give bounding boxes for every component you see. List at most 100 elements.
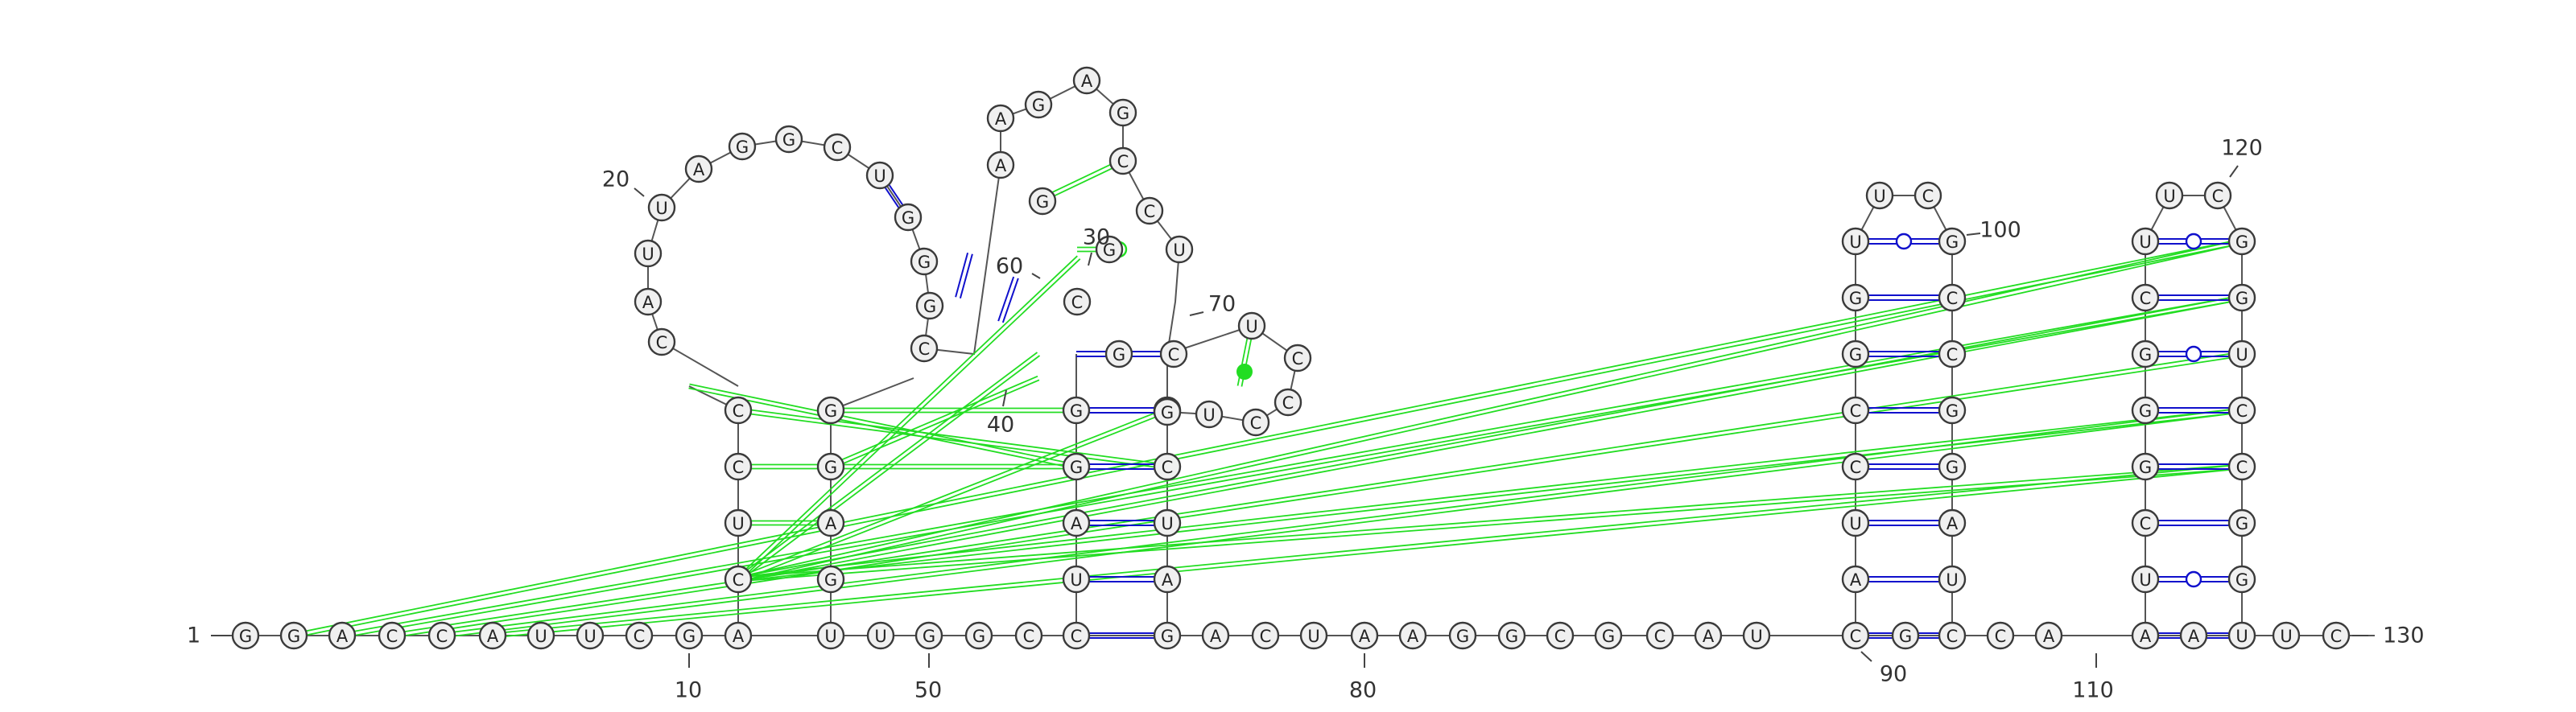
nucleotide-stem-24-letter: C: [1946, 289, 1959, 308]
nucleotide-main-0: G: [233, 623, 258, 648]
nucleotide-stem-34-letter: G: [2139, 458, 2152, 477]
nucleotide-main-1: G: [281, 623, 307, 648]
nucleotide-loop-27: C: [1285, 345, 1311, 371]
nucleotide-loop-17: C: [1137, 198, 1162, 224]
nucleotide-stem-22: A: [1843, 566, 1868, 592]
position-label-90: 90: [1880, 662, 1907, 687]
nucleotide-loop-25-letter: C: [1168, 345, 1180, 364]
nucleotide-main-0-letter: G: [239, 627, 252, 646]
nucleotide-stem-21-letter: U: [1849, 514, 1861, 533]
nucleotide-main-16-letter: C: [1071, 627, 1083, 646]
position-label-20: 20: [602, 167, 630, 192]
nucleotide-main-2: A: [329, 623, 355, 648]
tick-30: [1088, 253, 1092, 265]
nucleotide-loop-3-letter: U: [655, 199, 667, 218]
nucleotide-main-9: G: [676, 623, 702, 648]
nucleotide-loop-12-letter: C: [919, 340, 931, 359]
nucleotide-stem-2: U: [725, 510, 751, 536]
nucleotide-stem-47: C: [2205, 183, 2231, 208]
nucleotide-stem-43: G: [2229, 566, 2255, 592]
nucleotide-main-29: U: [1744, 623, 1769, 648]
nucleotide-loop-21-letter: G: [1036, 192, 1049, 212]
nucleotide-stem-13-letter: C: [1162, 458, 1174, 477]
nucleotide-loop-10: G: [911, 249, 937, 274]
nucleotide-loop-7: C: [824, 134, 850, 160]
nucleotide-loop-28: C: [1275, 389, 1301, 415]
nucleotide-stem-14-letter: U: [1161, 514, 1173, 533]
nucleotide-loop-10-letter: G: [918, 253, 931, 272]
nucleotide-main-12-letter: U: [874, 627, 886, 646]
nucleotide-stem-0-letter: C: [733, 401, 745, 421]
tertiary-line-8-b: [493, 465, 2242, 634]
nucleotide-stem-6-letter: A: [825, 514, 837, 533]
nucleotide-stem-5: G: [818, 454, 844, 479]
nucleotide-stem-44: U: [1867, 183, 1893, 208]
nucleotide-main-5-letter: A: [487, 627, 499, 646]
nucleotide-loop-2: U: [635, 241, 661, 266]
nucleotide-stem-35-letter: C: [2140, 514, 2152, 533]
nucleotide-stem-15-letter: A: [1162, 570, 1174, 590]
wobble-pair-2: [2186, 347, 2201, 361]
nucleotide-main-27-letter: C: [1654, 627, 1666, 646]
nucleotide-loop-26-letter: U: [1245, 317, 1257, 336]
nucleotide-loop-19-letter: A: [995, 109, 1007, 129]
nucleotide-stem-8-letter: G: [1070, 401, 1083, 421]
nucleotide-main-33-letter: C: [1995, 627, 2007, 646]
nucleotide-main-30: C: [1843, 623, 1868, 648]
position-label-130: 130: [2383, 624, 2425, 648]
nucleotide-main-5: A: [480, 623, 506, 648]
nucleotide-main-3-letter: C: [386, 627, 398, 646]
tertiary-marker-filled: [1236, 364, 1253, 380]
nucleotide-main-37-letter: U: [2235, 627, 2248, 646]
nucleotide-loop-23: C: [1064, 289, 1090, 315]
nucleotide-stem-32-letter: G: [2139, 345, 2152, 364]
nucleotide-loop-8: U: [867, 163, 893, 188]
nucleotide-stem-26: G: [1939, 397, 1965, 423]
nucleotide-main-11: U: [818, 623, 844, 648]
nucleotide-main-34-letter: A: [2043, 627, 2055, 646]
nucleotide-stem-13: C: [1154, 454, 1180, 479]
nucleotide-stem-38-letter: G: [2235, 289, 2248, 308]
nucleotide-stem-11: U: [1063, 566, 1089, 592]
nucleotide-stem-4-letter: G: [824, 401, 837, 421]
nucleotide-loop-13-letter: G: [1032, 96, 1045, 115]
nucleotide-main-34: A: [2036, 623, 2062, 648]
nucleotide-main-24: G: [1499, 623, 1525, 648]
nucleotide-main-25: C: [1547, 623, 1573, 648]
nucleotide-main-18-letter: A: [1210, 627, 1222, 646]
tick-70: [1190, 312, 1203, 315]
nucleotide-stem-20-letter: C: [1850, 458, 1862, 477]
nucleotide-stem-31-letter: C: [2140, 289, 2152, 308]
nucleotide-stem-33: G: [2132, 397, 2158, 423]
nucleotide-stem-24: C: [1939, 285, 1965, 311]
nucleotide-main-26-letter: G: [1602, 627, 1615, 646]
tertiary-line-12-a: [739, 412, 1168, 581]
nucleotide-stem-37: G: [2229, 228, 2255, 254]
nucleotide-main-11-letter: U: [824, 627, 836, 646]
position-label-100: 100: [1979, 218, 2021, 243]
nucleotide-stem-22-letter: A: [1850, 570, 1862, 590]
nucleotide-stem-1-letter: C: [733, 458, 745, 477]
tick-marks-layer: [211, 166, 2368, 668]
nucleotide-main-33: C: [1988, 623, 2013, 648]
nucleotide-loop-8-letter: U: [873, 167, 886, 186]
nucleotide-stem-23-letter: G: [1946, 233, 1959, 252]
nucleotide-loop-4: A: [686, 156, 712, 182]
nucleotide-loop-5: G: [729, 134, 755, 159]
nucleotide-loop-16-letter: C: [1117, 152, 1129, 171]
nucleotide-main-18: A: [1203, 623, 1228, 648]
nucleotide-loop-6: G: [776, 126, 802, 152]
nucleotide-stem-3: C: [725, 566, 751, 592]
nucleotide-loop-1: A: [635, 289, 661, 315]
nucleotide-stem-29: U: [1939, 566, 1965, 592]
nucleotide-main-31-letter: G: [1899, 627, 1912, 646]
nucleotide-stem-41-letter: C: [2236, 458, 2248, 477]
tick-90: [1861, 652, 1872, 661]
nucleotide-stem-28: A: [1939, 510, 1965, 536]
nucleotide-stem-18-letter: G: [1849, 345, 1862, 364]
nucleotide-stem-34: G: [2132, 454, 2158, 479]
nucleotide-main-21-letter: A: [1359, 627, 1371, 646]
nucleotide-stem-6: A: [818, 510, 844, 536]
nucleotide-stem-27-letter: G: [1946, 458, 1959, 477]
nucleotide-main-17-letter: G: [1161, 627, 1174, 646]
